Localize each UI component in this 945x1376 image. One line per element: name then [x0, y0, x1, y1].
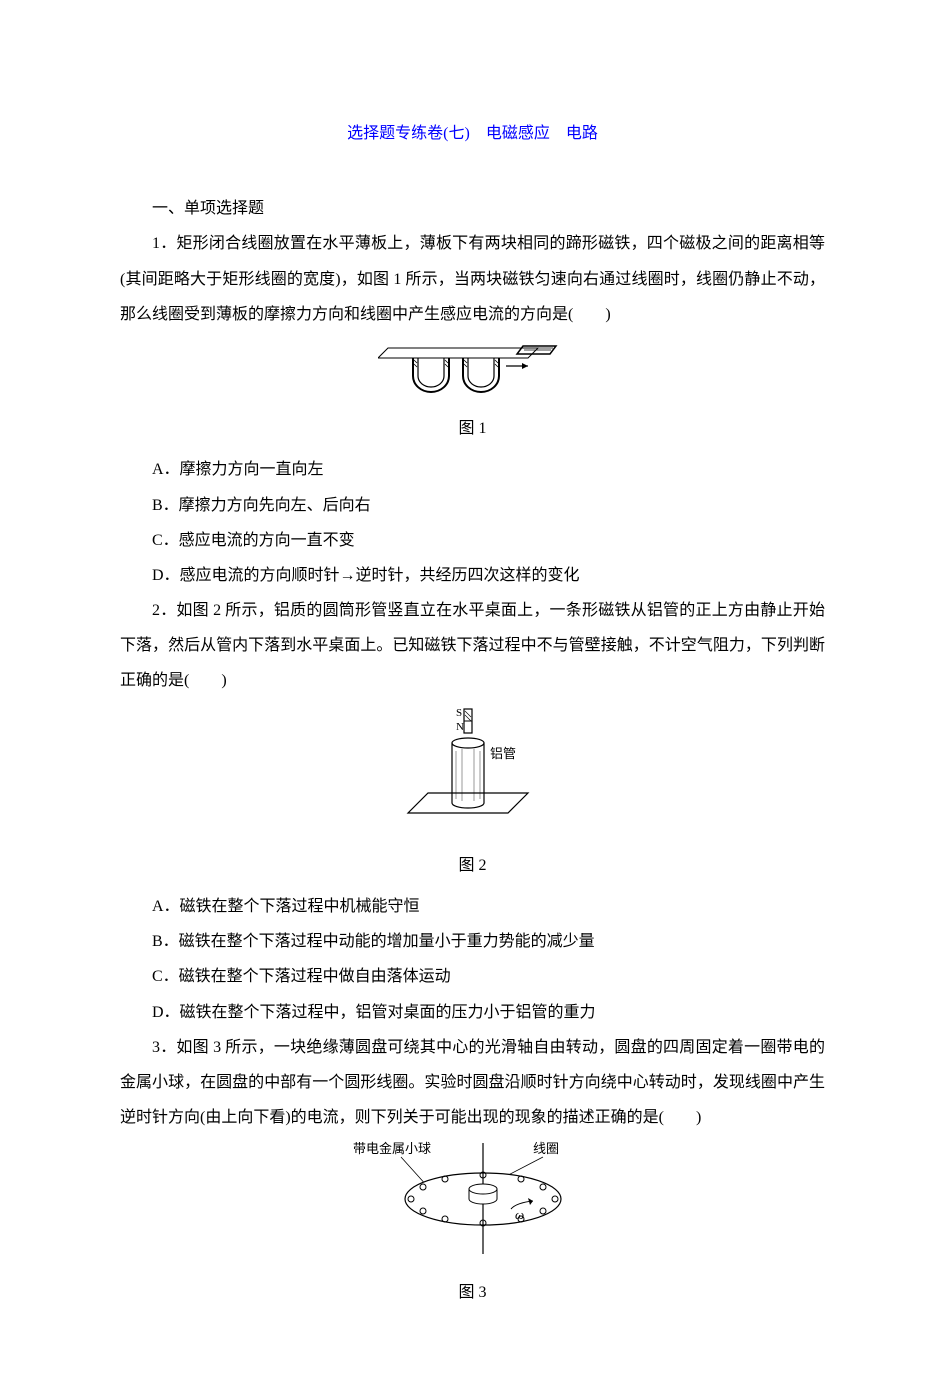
q1-stem: 1．矩形闭合线圈放置在水平薄板上，薄板下有两块相同的蹄形磁铁，四个磁极之间的距离…	[120, 226, 825, 332]
label-omega: ω	[515, 1207, 524, 1222]
page: 选择题专练卷(七) 电磁感应 电路 一、单项选择题 1．矩形闭合线圈放置在水平薄…	[0, 0, 945, 1376]
q2-option-a: A．磁铁在整个下落过程中机械能守恒	[120, 889, 825, 924]
q1-option-a: A．摩擦力方向一直向左	[120, 452, 825, 487]
figure-1-caption: 图 1	[120, 411, 825, 446]
doc-title: 选择题专练卷(七) 电磁感应 电路	[120, 116, 825, 151]
label-tube: 铝管	[490, 746, 516, 761]
q2-option-d: D．磁铁在整个下落过程中，铝管对桌面的压力小于铝管的重力	[120, 995, 825, 1030]
figure-1	[120, 336, 825, 409]
label-coil: 线圈	[533, 1141, 559, 1156]
label-balls: 带电金属小球	[353, 1141, 431, 1156]
q2-option-c: C．磁铁在整个下落过程中做自由落体运动	[120, 959, 825, 994]
q2-stem: 2．如图 2 所示，铝质的圆筒形管竖直立在水平桌面上，一条形磁铁从铝管的正上方由…	[120, 593, 825, 699]
q1-option-c: C．感应电流的方向一直不变	[120, 523, 825, 558]
q2-option-b: B．磁铁在整个下落过程中动能的增加量小于重力势能的减少量	[120, 924, 825, 959]
q3-stem: 3．如图 3 所示，一块绝缘薄圆盘可绕其中心的光滑轴自由转动，圆盘的四周固定着一…	[120, 1030, 825, 1136]
figure-2: S N 铝管	[120, 703, 825, 846]
figure-1-svg	[378, 336, 568, 396]
figure-2-caption: 图 2	[120, 848, 825, 883]
figure-3-caption: 图 3	[120, 1275, 825, 1310]
q1-option-d: D．感应电流的方向顺时针→逆时针，共经历四次这样的变化	[120, 558, 825, 593]
section-heading: 一、单项选择题	[120, 191, 825, 226]
figure-2-svg: S N 铝管	[398, 703, 548, 833]
figure-3-svg: 带电金属小球 线圈	[333, 1139, 613, 1259]
figure-3: 带电金属小球 线圈	[120, 1139, 825, 1272]
label-n: N	[456, 721, 464, 733]
q1-option-b: B．摩擦力方向先向左、后向右	[120, 488, 825, 523]
label-s: S	[456, 707, 462, 719]
